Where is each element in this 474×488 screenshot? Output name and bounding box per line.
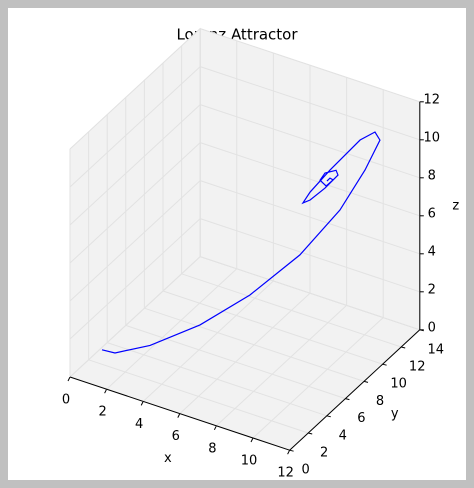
tick-mark xyxy=(213,425,217,431)
grid-line xyxy=(200,142,420,217)
grid-line xyxy=(69,256,201,378)
tick-mark xyxy=(382,363,387,366)
z-tick-label: 4 xyxy=(428,244,436,259)
z-axis-label: z xyxy=(452,198,459,213)
grid-line xyxy=(69,142,201,264)
tick-mark xyxy=(326,415,331,418)
tick-mark xyxy=(287,449,291,455)
axis-line xyxy=(69,376,290,451)
grid-line xyxy=(252,317,384,439)
grid-line xyxy=(162,290,383,365)
y-axis-label: y xyxy=(391,407,399,422)
grid-line xyxy=(200,66,420,141)
grid-line xyxy=(200,104,420,179)
tick-mark xyxy=(104,388,108,394)
grid-line xyxy=(69,104,201,226)
grid-line xyxy=(69,180,201,302)
figure: Lorenz Attractor 0 2 4 6 8 10 12 0 2 4 6 8 10 12 14 0 2 4… xyxy=(8,8,466,480)
y-tick-label: 8 xyxy=(376,394,384,409)
tick-mark xyxy=(140,401,144,406)
y-tick-label: 10 xyxy=(390,377,407,392)
z-tick-label: 6 xyxy=(428,206,436,221)
grid-line xyxy=(200,28,420,103)
x-tick-label: 4 xyxy=(135,417,143,432)
y-tick-label: 6 xyxy=(357,411,365,426)
tick-mark xyxy=(67,376,71,382)
x-axis-label: x xyxy=(164,451,172,466)
y-tick-label: 0 xyxy=(301,463,309,478)
y-tick-label: 14 xyxy=(428,342,445,357)
grid-line xyxy=(107,342,327,417)
x-tick-label: 12 xyxy=(277,466,294,480)
trajectory-line xyxy=(101,131,381,354)
x-tick-label: 2 xyxy=(98,405,106,420)
x-tick-label: 0 xyxy=(62,393,70,408)
z-tick-label: 8 xyxy=(428,168,436,183)
z-tick-label: 0 xyxy=(428,320,436,335)
grid-line xyxy=(142,280,274,402)
tick-mark xyxy=(177,413,181,418)
z-tick-label: 10 xyxy=(424,130,441,145)
tick-mark xyxy=(363,380,369,383)
grid-line xyxy=(88,359,309,434)
tick-mark xyxy=(345,398,350,401)
y-tick-label: 2 xyxy=(320,446,328,461)
grid-line xyxy=(69,28,201,150)
grid-line xyxy=(69,66,201,188)
tick-mark xyxy=(308,432,313,435)
grid-line xyxy=(216,305,347,427)
grid-line xyxy=(69,218,201,340)
tick-mark xyxy=(250,437,254,443)
axis-line xyxy=(289,329,421,451)
z-tick-label: 12 xyxy=(424,92,441,107)
tick-mark xyxy=(289,449,294,452)
y-tick-label: 12 xyxy=(409,360,426,375)
grid-line xyxy=(181,273,402,348)
grid-line xyxy=(200,180,420,255)
grid-line xyxy=(125,324,346,400)
grid-line xyxy=(106,268,238,390)
z-tick-label: 2 xyxy=(428,282,436,297)
x-tick-label: 6 xyxy=(172,429,180,444)
tick-mark xyxy=(401,346,406,349)
x-tick-label: 10 xyxy=(241,454,258,469)
grid-line xyxy=(200,256,420,331)
grid-line xyxy=(144,307,365,382)
x-tick-label: 8 xyxy=(208,441,216,456)
grid-line xyxy=(179,292,311,414)
y-tick-label: 4 xyxy=(339,428,347,443)
grid-line xyxy=(200,218,420,293)
